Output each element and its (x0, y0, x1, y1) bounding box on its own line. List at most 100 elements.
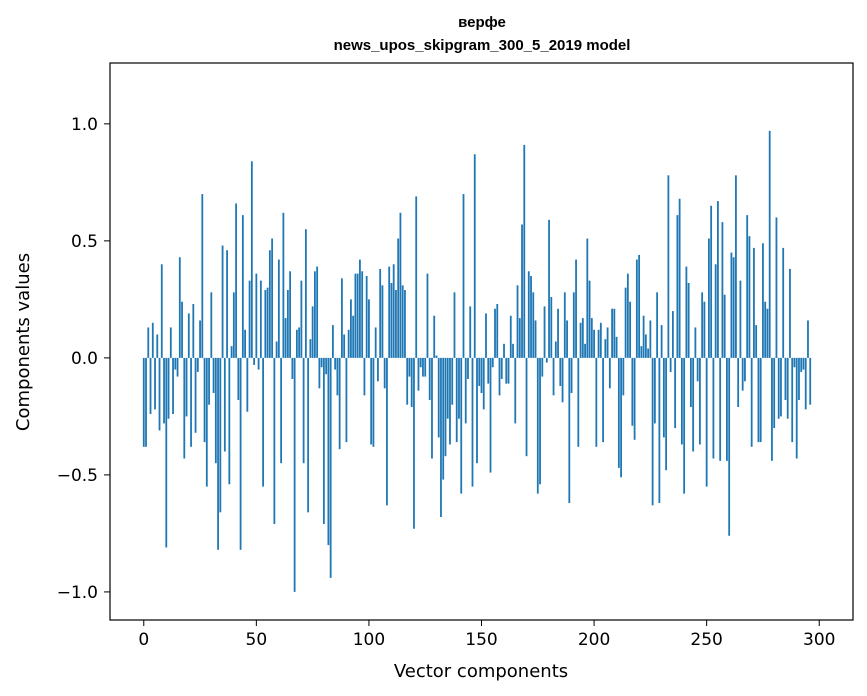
bar (410, 357, 413, 408)
bar (521, 224, 523, 358)
bar (557, 308, 559, 358)
bar (449, 357, 451, 445)
bar (635, 259, 638, 358)
bar (613, 308, 616, 358)
bar (289, 271, 292, 358)
bar (467, 357, 469, 379)
bar (798, 357, 800, 401)
bar (462, 194, 465, 358)
bar (674, 357, 677, 429)
bar (570, 357, 573, 393)
bar (408, 357, 411, 377)
bar (563, 292, 566, 358)
bar (579, 322, 582, 358)
bar (566, 320, 568, 358)
bar (577, 357, 580, 447)
bar (196, 357, 199, 372)
bar (575, 259, 577, 358)
bar (714, 264, 717, 358)
bar (160, 264, 163, 358)
bar (415, 196, 418, 358)
bar (602, 357, 604, 443)
bar (167, 357, 170, 419)
bar (662, 357, 665, 438)
bar (163, 357, 165, 424)
bar (478, 357, 481, 386)
bar (590, 318, 593, 358)
bar (210, 292, 213, 358)
chart-title: верфе (458, 14, 506, 31)
bar (712, 357, 715, 459)
bar (298, 327, 301, 358)
bar (383, 357, 386, 389)
bar (541, 357, 544, 377)
bar (397, 238, 400, 358)
bar (689, 357, 692, 408)
y-tick-label: −0.5 (57, 466, 98, 486)
bar (363, 357, 366, 396)
bar (343, 334, 346, 358)
bar (633, 357, 636, 440)
bar (286, 290, 289, 358)
bar (726, 357, 728, 461)
bar (271, 238, 274, 358)
bar (259, 280, 262, 358)
bar (341, 278, 343, 358)
bar (293, 357, 296, 592)
bar (678, 198, 681, 358)
bar (735, 175, 737, 358)
bar (480, 357, 483, 393)
bar (356, 273, 359, 358)
bar (543, 306, 546, 358)
bar (275, 341, 278, 358)
bar (671, 311, 674, 358)
bar (169, 327, 172, 358)
bar (656, 292, 659, 358)
bar (329, 357, 332, 578)
bar (307, 357, 310, 513)
bar (435, 355, 438, 358)
bar (219, 357, 222, 513)
x-tick-label: 100 (353, 630, 385, 650)
bar (476, 357, 478, 464)
y-tick-label: 0.0 (71, 349, 98, 369)
bar (744, 357, 746, 382)
bar (696, 357, 699, 382)
bar (721, 222, 724, 358)
bar (680, 357, 683, 445)
bar (359, 259, 361, 358)
bar (413, 357, 415, 529)
bar (586, 238, 589, 358)
y-tick-label: 0.5 (71, 232, 98, 252)
bar (291, 357, 294, 379)
chart-subtitle: news_upos_skipgram_300_5_2019 model (334, 37, 631, 54)
bar (759, 357, 762, 443)
bar (750, 357, 753, 447)
bar (154, 357, 156, 410)
bar (644, 334, 647, 358)
bar (304, 229, 307, 358)
bar (230, 346, 233, 358)
bar (158, 357, 161, 431)
bar (268, 250, 271, 358)
bar (717, 201, 719, 358)
bar (539, 357, 541, 485)
bar (338, 357, 341, 450)
bar (262, 357, 264, 487)
bar (374, 327, 377, 358)
bar (327, 357, 330, 546)
bar (237, 357, 240, 401)
bar (584, 343, 586, 358)
bar (142, 357, 145, 447)
bar (361, 271, 364, 358)
bar (773, 357, 776, 429)
plot-area-frame (109, 62, 854, 621)
bar (699, 357, 701, 445)
bar (190, 357, 192, 447)
bar (768, 130, 771, 358)
bar (755, 325, 758, 358)
bar (192, 304, 195, 358)
bar (523, 144, 526, 358)
bar (514, 357, 517, 424)
bar (203, 357, 206, 443)
